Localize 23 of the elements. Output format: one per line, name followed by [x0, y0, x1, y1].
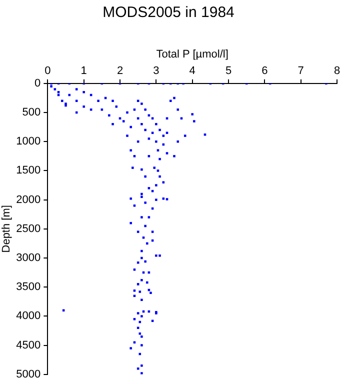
x-tick-label: 6 — [262, 64, 268, 77]
x-tick-label: 1 — [80, 64, 87, 77]
y-tick-label: 0 — [34, 77, 41, 90]
y-tick-label: 2500 — [16, 222, 41, 235]
x-tick-label: 0 — [44, 64, 51, 77]
x-axis-title: Total P [µmol/l] — [156, 48, 228, 61]
y-axis-title: Depth [m] — [0, 205, 13, 253]
y-tick-label: 1500 — [16, 164, 41, 177]
y-tick-label: 2000 — [16, 194, 41, 206]
y-tick-label: 1000 — [16, 136, 41, 148]
y-tick-label: 4000 — [16, 310, 41, 322]
y-tick-label: 3000 — [16, 252, 41, 264]
x-tick-label: 8 — [334, 64, 340, 77]
x-tick-label: 7 — [298, 64, 304, 77]
x-tick-label: 5 — [225, 64, 232, 77]
chart-title: MODS2005 in 1984 — [102, 4, 234, 22]
y-tick-label: 4500 — [16, 339, 41, 352]
y-tick-label: 5000 — [16, 368, 41, 380]
y-tick-label: 3500 — [16, 281, 41, 294]
x-tick-label: 3 — [153, 64, 160, 77]
y-tick-label: 500 — [22, 106, 41, 119]
x-tick-label: 2 — [116, 64, 124, 77]
x-tick-label: 4 — [189, 64, 196, 77]
